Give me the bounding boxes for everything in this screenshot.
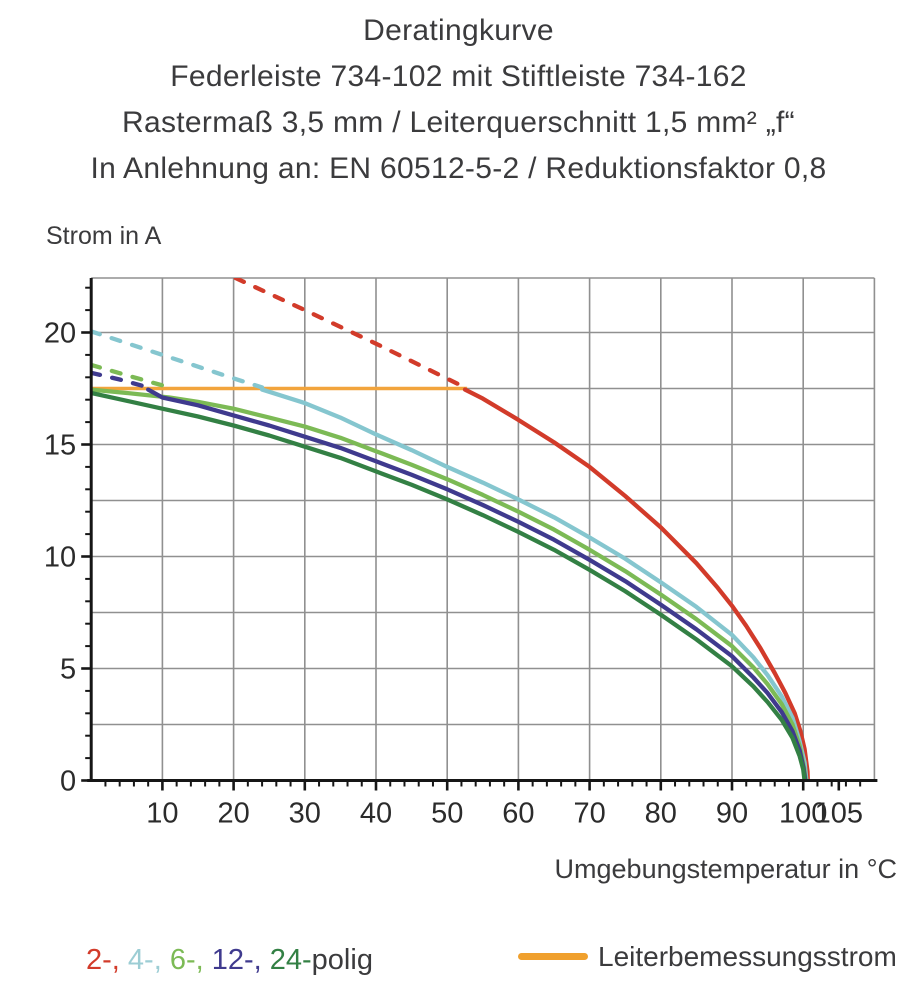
curve-12-polig xyxy=(146,387,808,781)
x-tick-label: 40 xyxy=(360,798,392,830)
curve-24-polig xyxy=(91,390,807,781)
x-tick-label: 20 xyxy=(217,798,249,830)
chart-subtitle-standard: In Anlehnung an: EN 60512-5-2 / Reduktio… xyxy=(90,152,827,185)
chart-title: Deratingkurve xyxy=(363,14,554,47)
y-tick-label: 10 xyxy=(44,542,76,574)
x-axis-title: Umgebungstemperatur in °C xyxy=(554,854,897,884)
curve-dashed-2-polig xyxy=(233,278,468,390)
y-axis-title: Strom in A xyxy=(46,222,162,250)
x-tick-label: 90 xyxy=(716,798,748,830)
reference-legend-label: Leiterbemessungsstrom xyxy=(598,941,897,972)
curve-4-polig xyxy=(259,387,809,781)
curve-6-polig xyxy=(91,387,808,781)
y-tick-label: 0 xyxy=(60,766,76,798)
orange-line-swatch xyxy=(518,953,588,960)
x-tick-label: 100 xyxy=(779,798,827,830)
y-tick-label: 5 xyxy=(60,654,76,686)
x-tick-label: 105 xyxy=(815,798,863,830)
curve-2-polig xyxy=(462,387,810,781)
x-tick-label: 80 xyxy=(645,798,677,830)
chart-title-block: Deratingkurve Federleiste 734-102 mit St… xyxy=(0,8,917,192)
legend-part: polig xyxy=(311,944,373,976)
y-tick-label: 20 xyxy=(44,318,76,350)
series-legend: 2-, 4-, 6-, 12-, 24-polig xyxy=(86,944,373,977)
x-tick-label: 60 xyxy=(502,798,534,830)
x-tick-label: 70 xyxy=(573,798,605,830)
curve-dashed-6-polig xyxy=(91,362,172,390)
legend-part: 4-, xyxy=(127,944,170,976)
curve-dashed-12-polig xyxy=(91,370,151,390)
legend-part: 2-, xyxy=(86,944,128,976)
curve-dashed-4-polig xyxy=(91,329,265,390)
chart-subtitle-specs: Rastermaß 3,5 mm / Leiterquerschnitt 1,5… xyxy=(122,106,795,139)
x-tick-label: 30 xyxy=(289,798,321,830)
legend-part: 12-, xyxy=(211,944,270,976)
x-tick-label: 10 xyxy=(146,798,178,830)
x-tick-label: 50 xyxy=(431,798,463,830)
legend-part: 24- xyxy=(269,944,312,976)
y-tick-label: 15 xyxy=(44,430,76,462)
chart-subtitle-products: Federleiste 734-102 mit Stiftleiste 734-… xyxy=(170,60,747,93)
curves-group xyxy=(91,278,810,781)
legend-part: 6-, xyxy=(169,944,212,976)
